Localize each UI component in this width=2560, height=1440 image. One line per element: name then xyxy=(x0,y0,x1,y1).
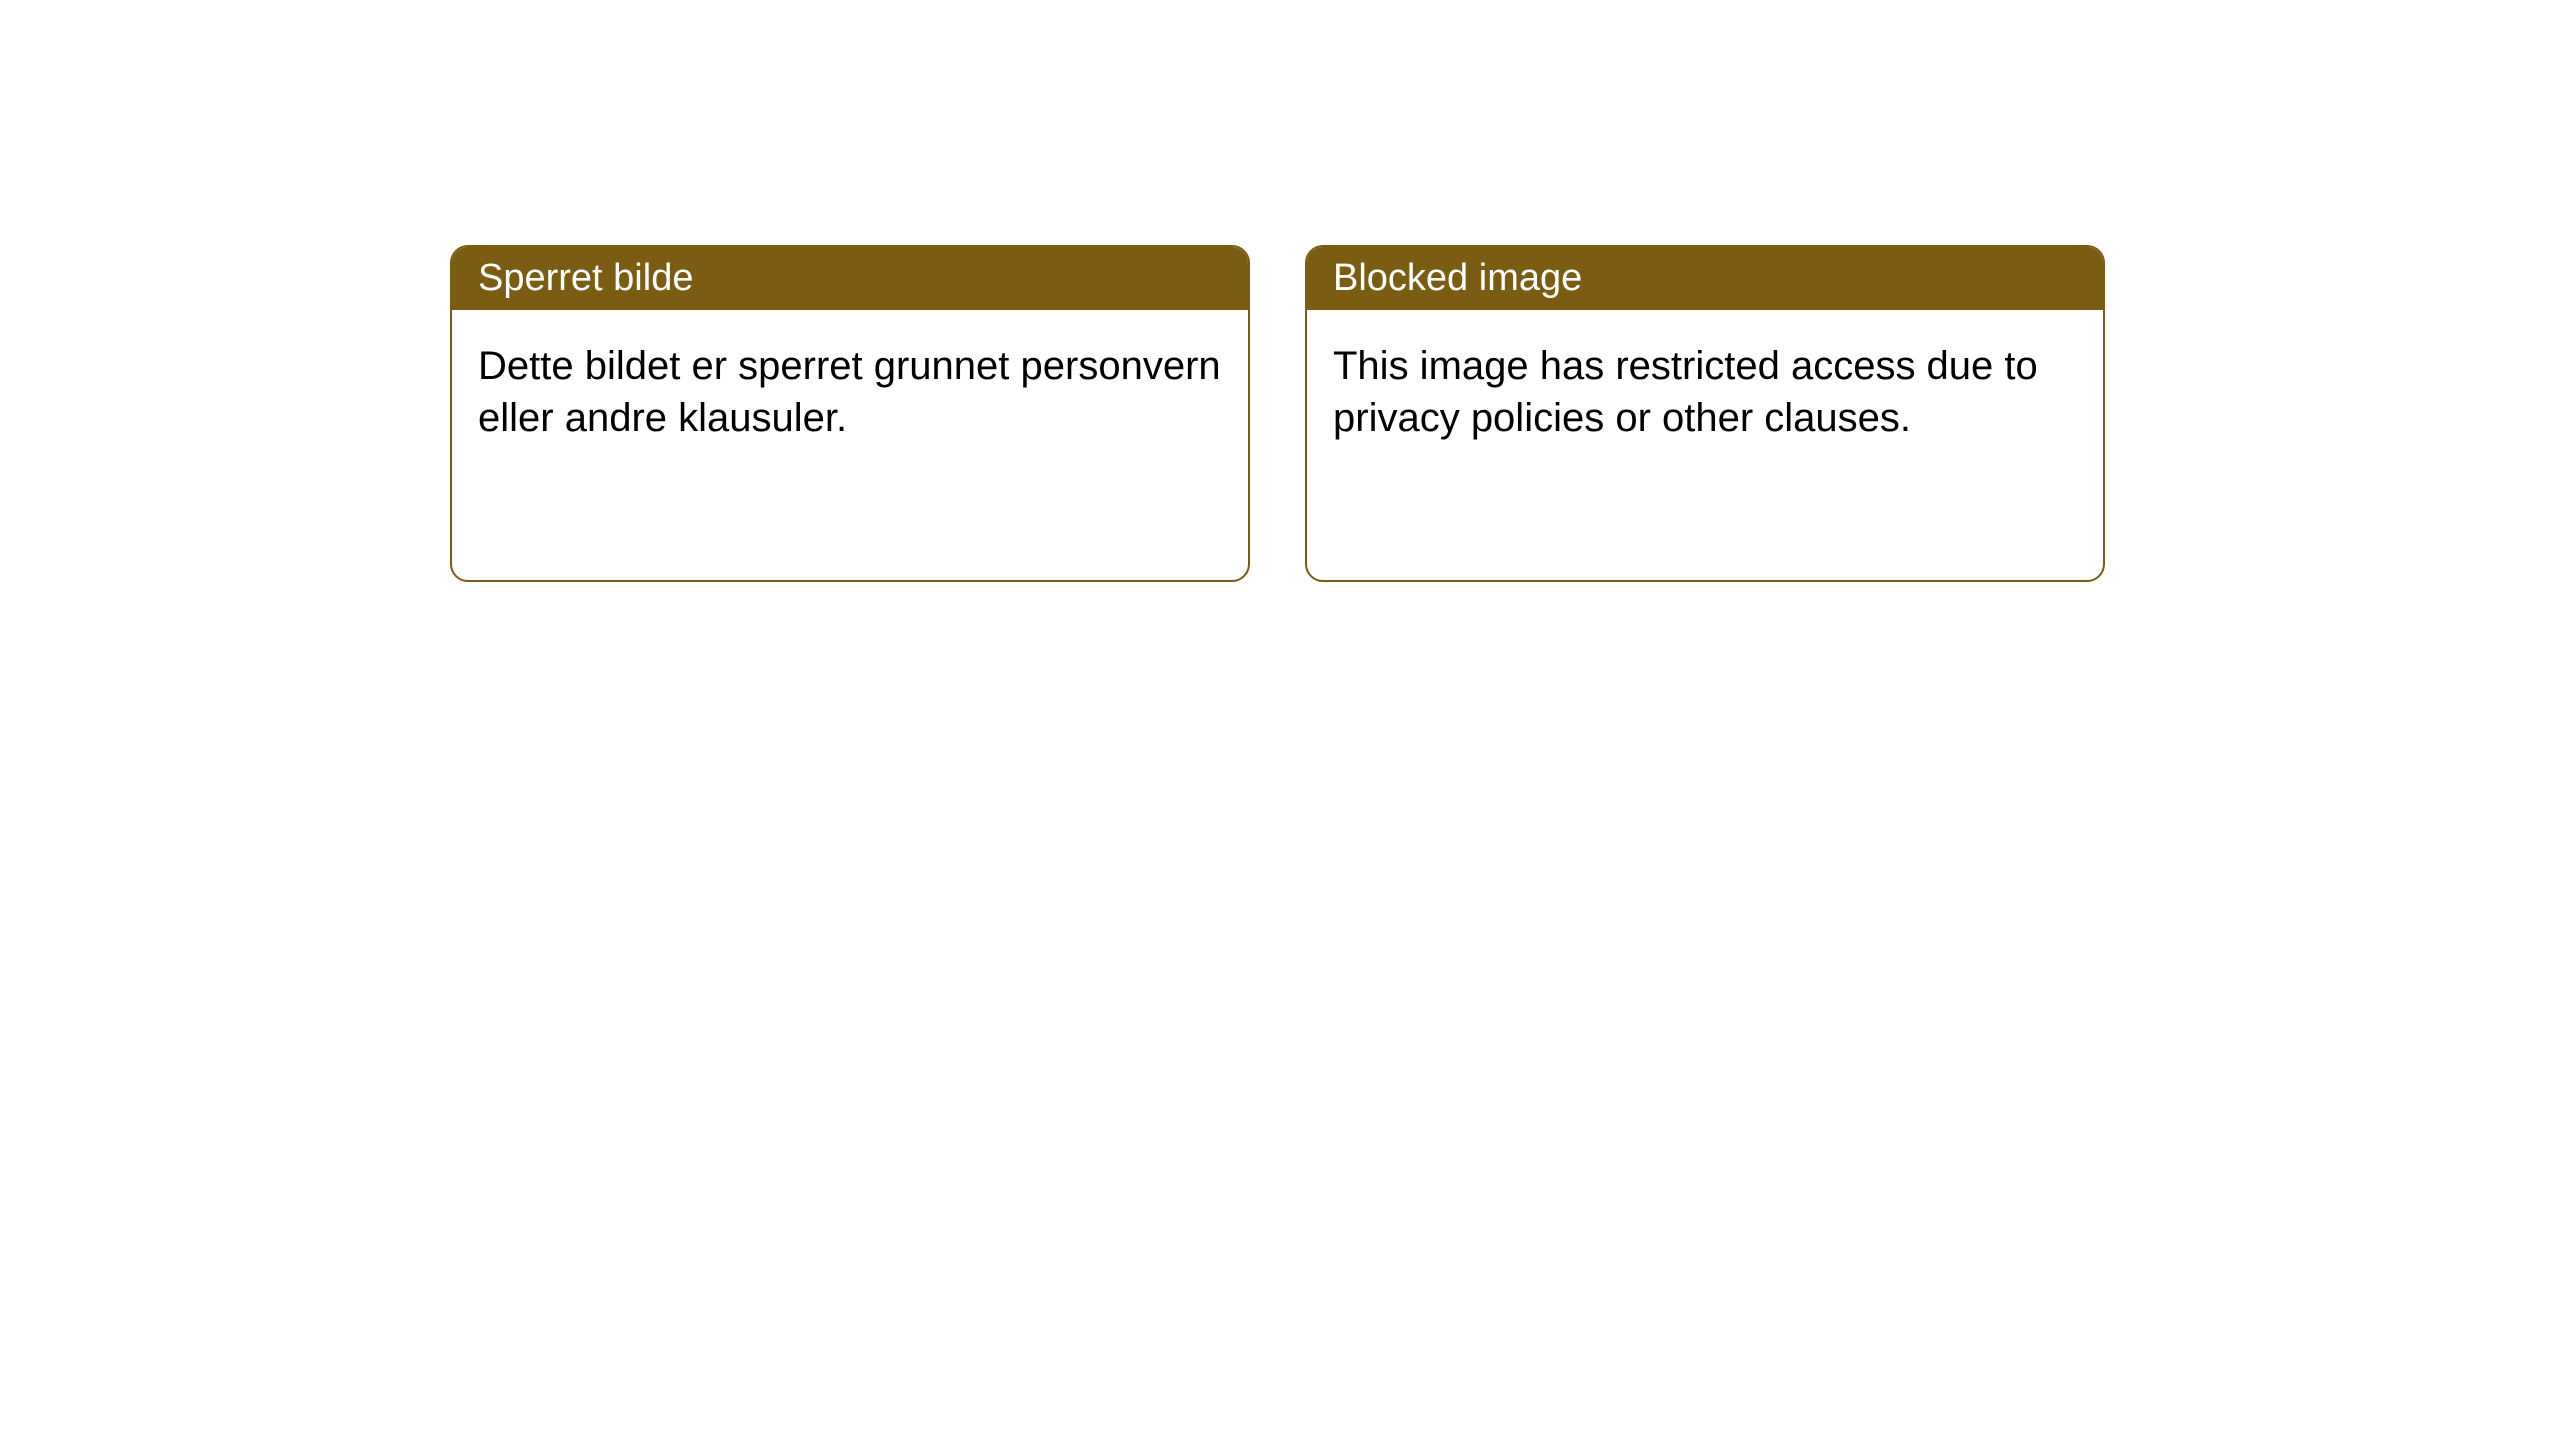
notice-card-body: This image has restricted access due to … xyxy=(1307,310,2103,580)
notice-card-body: Dette bildet er sperret grunnet personve… xyxy=(452,310,1248,580)
notice-card-title: Sperret bilde xyxy=(452,247,1248,310)
notice-card-container: Sperret bilde Dette bildet er sperret gr… xyxy=(450,245,2105,582)
notice-card-en: Blocked image This image has restricted … xyxy=(1305,245,2105,582)
notice-card-title: Blocked image xyxy=(1307,247,2103,310)
notice-card-no: Sperret bilde Dette bildet er sperret gr… xyxy=(450,245,1250,582)
